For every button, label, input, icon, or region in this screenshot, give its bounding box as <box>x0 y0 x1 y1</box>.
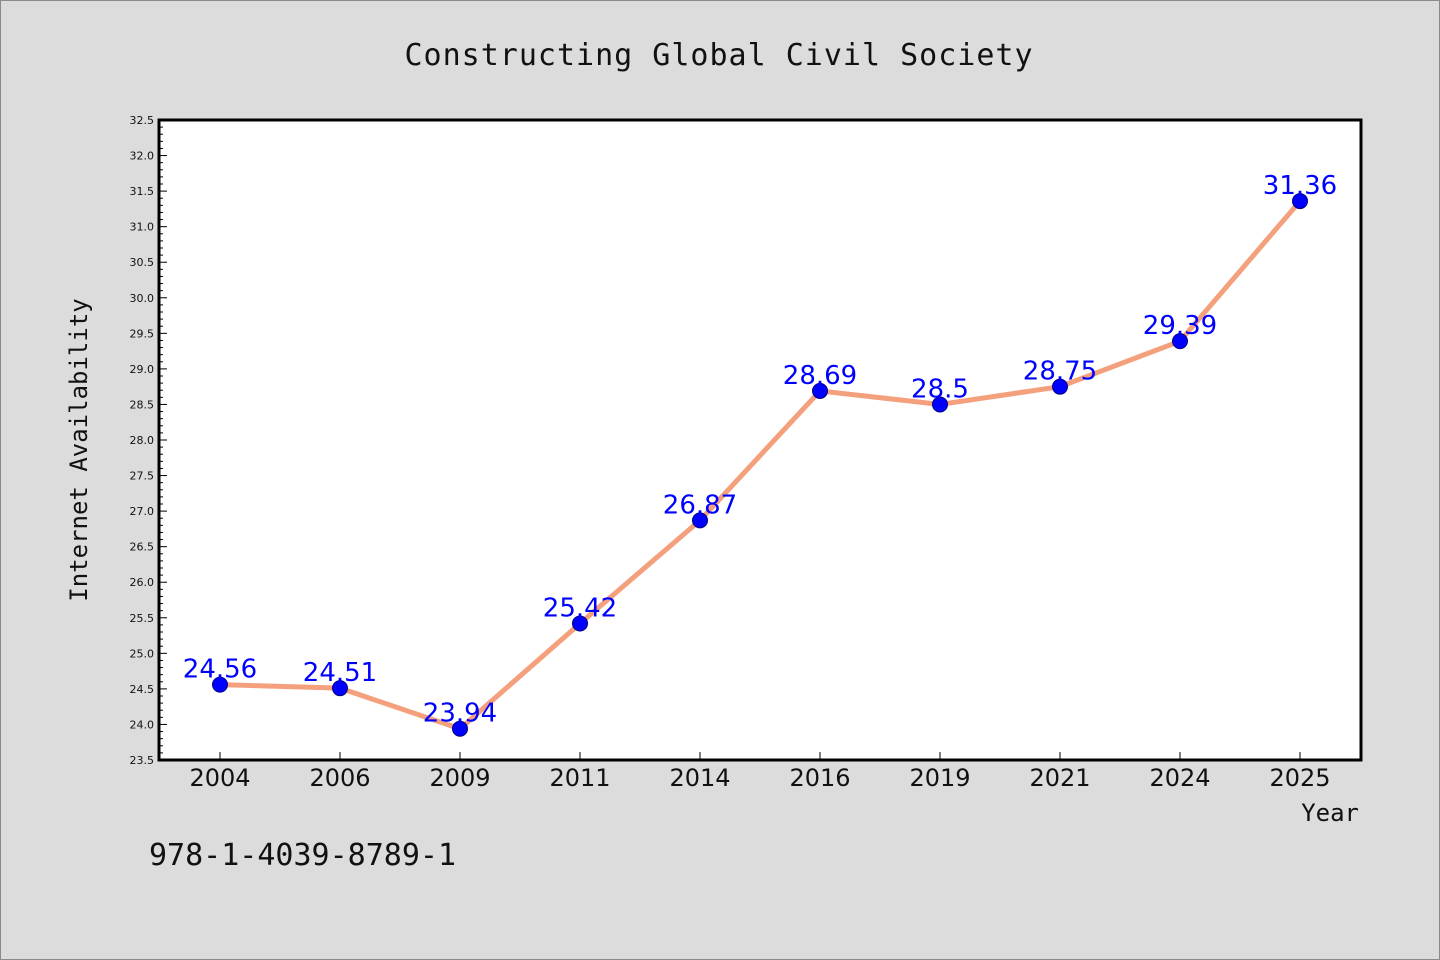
x-tick-label: 2014 <box>669 764 730 792</box>
series-markers <box>212 193 1308 737</box>
chart-title: Constructing Global Civil Society <box>404 38 1033 73</box>
y-tick-label: 26.5 <box>130 541 155 554</box>
x-tick-label: 2006 <box>309 764 370 792</box>
data-label: 25.42 <box>543 593 617 623</box>
y-tick-label: 28.0 <box>130 434 155 447</box>
data-label: 24.51 <box>303 658 377 688</box>
y-axis-label: Internet Availability <box>65 298 93 601</box>
y-tick-label: 29.0 <box>130 363 155 376</box>
y-tick-label: 31.5 <box>130 185 155 198</box>
x-tick-label: 2009 <box>429 764 490 792</box>
y-tick-label: 29.5 <box>130 327 155 340</box>
y-tick-label: 27.5 <box>130 470 155 483</box>
y-tick-label: 23.5 <box>130 754 155 767</box>
data-point <box>1292 193 1308 210</box>
y-tick-label: 27.0 <box>130 505 155 518</box>
data-point <box>212 676 228 693</box>
x-tick-label: 2004 <box>189 764 250 792</box>
y-axis: 23.5 24.0 24.5 25.0 25.5 26.0 26.5 27.0 27.5 28.0… <box>130 114 167 767</box>
data-label: 24.56 <box>183 655 257 685</box>
y-tick-label: 25.0 <box>130 647 155 660</box>
y-tick-label: 31.0 <box>130 221 155 234</box>
data-label: 28.69 <box>783 361 857 391</box>
y-tick-label: 32.0 <box>130 150 155 163</box>
y-tick-label: 30.0 <box>130 292 155 305</box>
data-point <box>1172 333 1188 350</box>
x-tick-label: 2025 <box>1269 764 1330 792</box>
data-point <box>692 512 708 529</box>
y-tick-label: 24.0 <box>130 718 155 731</box>
x-tick-label: 2024 <box>1149 764 1210 792</box>
x-axis-label: Year <box>1301 799 1359 827</box>
x-axis: 2004 2006 2009 2011 2014 2016 2019 2021 2024 2025 <box>189 752 1331 792</box>
y-tick-label: 28.5 <box>130 398 155 411</box>
isbn-text: 978-1-4039-8789-1 <box>149 838 456 873</box>
data-point <box>572 615 588 632</box>
data-label: 28.75 <box>1023 357 1097 387</box>
data-label: 28.5 <box>911 374 969 404</box>
data-point <box>932 396 948 413</box>
x-tick-label: 2019 <box>909 764 970 792</box>
x-tick-label: 2011 <box>549 764 610 792</box>
data-point <box>332 680 348 697</box>
y-tick-label: 26.0 <box>130 576 155 589</box>
x-tick-label: 2016 <box>789 764 850 792</box>
data-point <box>1052 378 1068 395</box>
series-line <box>217 198 1303 732</box>
y-tick-label: 32.5 <box>130 114 155 127</box>
data-label: 29.39 <box>1143 311 1217 341</box>
data-labels: 24.56 24.51 23.94 25.42 26.87 28.69 28.5 28.75 2… <box>183 171 1337 729</box>
data-point <box>812 382 828 399</box>
x-tick-label: 2021 <box>1029 764 1090 792</box>
data-label: 26.87 <box>663 490 737 520</box>
data-label: 31.36 <box>1263 171 1337 201</box>
y-tick-label: 24.5 <box>130 683 155 696</box>
y-tick-label: 30.5 <box>130 256 155 269</box>
data-label: 23.94 <box>423 699 497 729</box>
plot-area <box>157 118 1363 762</box>
data-point <box>452 720 468 737</box>
y-tick-label: 25.5 <box>130 612 155 625</box>
